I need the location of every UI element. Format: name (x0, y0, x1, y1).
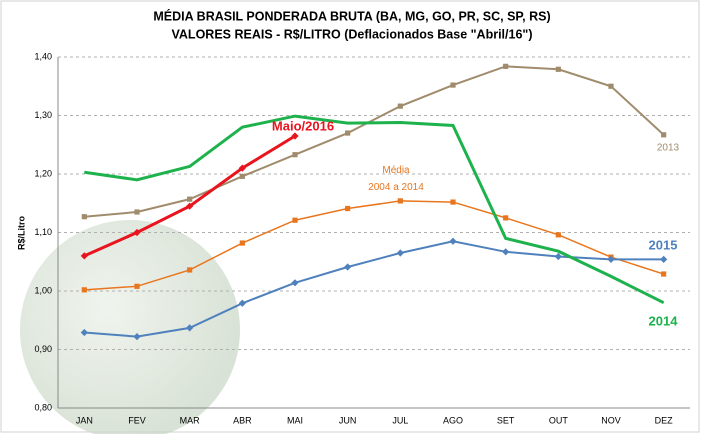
data-point (134, 283, 140, 289)
chart-subtitle: VALORES REAIS - R$/LITRO (Deflacionados … (172, 27, 533, 41)
x-tick-label: OUT (549, 415, 569, 425)
data-point (660, 255, 668, 264)
data-point (292, 217, 298, 223)
data-point (187, 267, 193, 273)
data-point (238, 299, 246, 307)
data-point (450, 82, 456, 88)
series-line (84, 65, 665, 218)
series-label: 2014 (649, 313, 679, 328)
x-tick-label: ABR (233, 415, 252, 425)
series-label: 2013 (657, 143, 680, 154)
data-point (186, 202, 194, 210)
series-label-line: Média (382, 165, 410, 176)
data-point (186, 324, 194, 332)
data-point (291, 279, 299, 287)
data-point (661, 271, 667, 277)
data-point (239, 240, 245, 246)
data-point (291, 132, 299, 140)
chart-title: MÉDIA BRASIL PONDERADA BRUTA (BA, MG, GO… (153, 8, 550, 23)
x-tick-label: JUN (339, 415, 357, 425)
y-tick-label: 1,10 (34, 227, 52, 237)
data-point (661, 132, 667, 138)
data-point (80, 252, 88, 260)
data-point (81, 214, 87, 220)
data-point (133, 333, 141, 341)
series-label: 2015 (649, 237, 678, 252)
data-point (81, 287, 87, 293)
data-point (449, 237, 457, 245)
data-point (555, 66, 561, 72)
data-point (555, 232, 561, 238)
x-tick-label: JAN (76, 415, 93, 425)
y-tick-label: 0,80 (34, 402, 52, 412)
x-tick-label: NOV (601, 415, 621, 425)
y-tick-label: 1,40 (34, 51, 52, 61)
data-point (503, 63, 509, 69)
data-point (238, 164, 246, 172)
x-tick-label: AGO (443, 415, 463, 425)
data-point (450, 199, 456, 205)
x-tick-label: JUL (392, 415, 408, 425)
x-tick-label: DEZ (655, 415, 674, 425)
series-label: Média 2004 a 2014 (368, 165, 424, 193)
data-point (554, 252, 562, 261)
data-point (292, 152, 298, 158)
data-point (396, 249, 404, 257)
data-point (502, 248, 510, 256)
data-point (397, 198, 403, 204)
y-tick-label: 1,30 (34, 110, 52, 120)
data-point (397, 103, 403, 109)
background-decoration (20, 220, 240, 439)
data-point (239, 173, 245, 179)
x-tick-label: SET (497, 415, 515, 425)
series-label-line: 2004 a 2014 (368, 182, 424, 193)
data-point (134, 209, 140, 215)
data-point (608, 83, 614, 89)
data-point (80, 328, 88, 337)
series-line (84, 114, 665, 305)
series-line (84, 200, 664, 291)
y-tick-label: 1,20 (34, 168, 52, 178)
data-point (344, 263, 352, 271)
data-point (187, 196, 193, 202)
y-tick-label: 1,00 (34, 285, 52, 295)
data-point (133, 228, 141, 237)
y-axis-label: R$/Litro (16, 216, 26, 251)
x-tick-label: MAR (180, 415, 201, 425)
data-point (503, 215, 509, 221)
x-tick-label: FEV (128, 415, 146, 425)
series-label: Maio/2016 (272, 118, 334, 133)
data-point (345, 205, 351, 212)
y-tick-label: 0,90 (34, 344, 52, 354)
data-point (607, 255, 615, 264)
data-point (345, 130, 351, 136)
x-tick-label: MAI (287, 415, 303, 425)
